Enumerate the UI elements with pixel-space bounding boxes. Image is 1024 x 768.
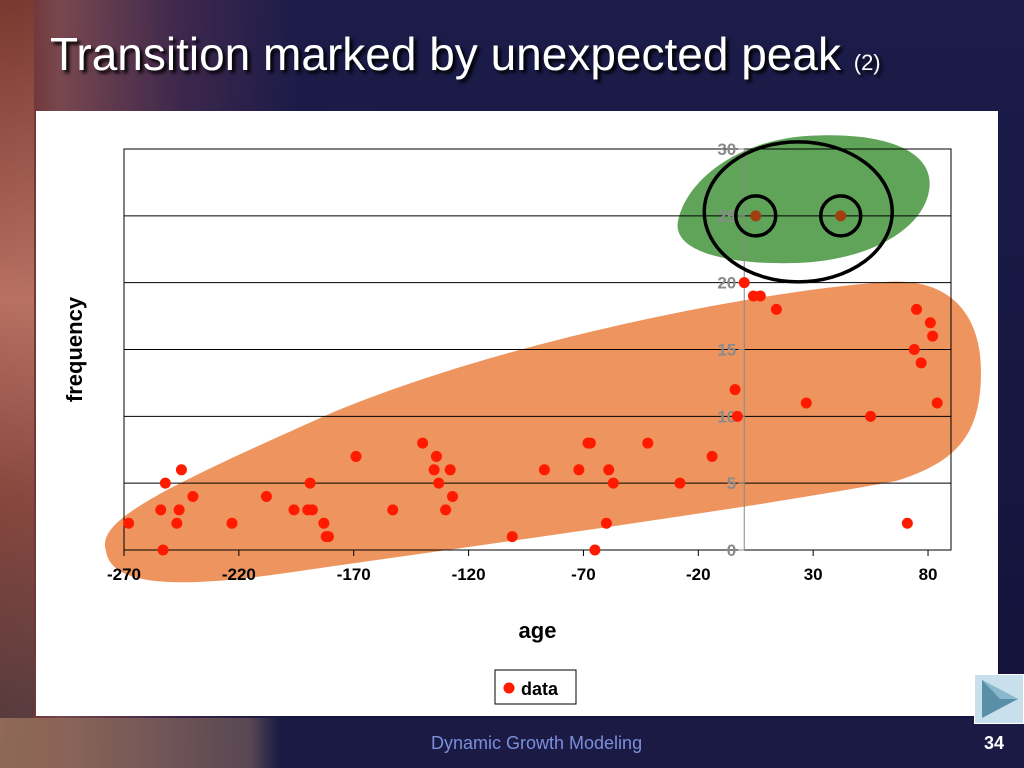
data-point-33	[603, 464, 615, 476]
data-point-26	[506, 531, 518, 543]
next-slide-arrow-icon[interactable]	[974, 674, 1024, 724]
x-tick-label-6: 30	[804, 565, 823, 584]
data-point-12	[304, 477, 316, 489]
x-tick-label-2: -170	[337, 565, 371, 584]
data-point-52	[931, 397, 943, 409]
data-point-46	[901, 517, 913, 529]
chart-axes: -270 -220 -170 -120 -70 -20 30 80 0 5 10 15 20 25 30	[107, 140, 938, 584]
data-point-30	[584, 437, 596, 449]
plot-area-border	[123, 148, 952, 551]
data-point-0	[123, 517, 135, 529]
data-point-8	[226, 517, 238, 529]
data-point-14	[318, 517, 330, 529]
orange-cluster-region	[104, 281, 982, 583]
data-point-6	[175, 464, 187, 476]
data-point-19	[417, 437, 429, 449]
data-point-18	[387, 504, 399, 516]
chart-panel: -270 -220 -170 -120 -70 -20 30 80 0 5 10 15 20 25 30 a…	[36, 111, 998, 716]
x-axis-label: age	[519, 618, 557, 643]
highlight-annotations	[702, 140, 894, 284]
data-point-25	[447, 491, 459, 503]
data-point-45	[865, 410, 877, 422]
data-point-40	[738, 277, 750, 289]
highlight-ring-0	[733, 194, 778, 238]
data-point-9	[260, 491, 272, 503]
data-point-27	[538, 464, 550, 476]
highlight-ellipse	[702, 140, 894, 284]
data-point-44	[800, 397, 812, 409]
slide-title-suffix: (2)	[853, 50, 881, 75]
data-point-51	[927, 330, 939, 342]
annotation-regions	[104, 135, 982, 583]
data-point-23	[440, 504, 452, 516]
data-point-37	[706, 450, 718, 462]
slide-title-main: Transition marked by unexpected peak	[50, 28, 841, 80]
data-point-34	[607, 477, 619, 489]
chart-points	[123, 277, 943, 556]
y-tick-label-2: 10	[717, 407, 736, 426]
data-point-13	[306, 504, 318, 516]
data-point-36	[674, 477, 686, 489]
data-point-24	[444, 464, 456, 476]
chart-labels: age frequency	[62, 296, 556, 643]
x-tick-label-0: -270	[107, 565, 141, 584]
y-tick-label-3: 15	[717, 341, 736, 360]
x-tick-label-3: -120	[452, 565, 486, 584]
highlighted-point-1	[835, 210, 847, 222]
data-point-48	[911, 303, 923, 315]
highlighted-point-0	[750, 210, 762, 222]
data-point-39	[731, 410, 743, 422]
page-number: 34	[984, 733, 1005, 753]
data-point-7	[187, 491, 199, 503]
data-point-49	[915, 357, 927, 369]
slide-title: Transition marked by unexpected peak (2)	[50, 24, 881, 93]
chart-legend: data	[494, 669, 577, 705]
data-point-2	[157, 544, 169, 556]
footer-band	[0, 718, 1024, 768]
data-point-32	[600, 517, 612, 529]
x-tick-label-7: 80	[919, 565, 938, 584]
data-point-42	[754, 290, 766, 302]
y-tick-label-5: 25	[717, 207, 736, 226]
legend-marker	[503, 682, 515, 694]
data-point-28	[573, 464, 585, 476]
data-point-22	[433, 477, 445, 489]
data-point-47	[908, 344, 920, 355]
data-point-1	[155, 504, 167, 516]
footer-title: Dynamic Growth Modeling	[431, 733, 643, 753]
y-tick-label-0: 0	[727, 541, 736, 560]
data-point-31	[589, 544, 601, 556]
data-point-35	[642, 437, 654, 449]
data-point-17	[350, 450, 362, 462]
data-point-43	[770, 303, 782, 315]
highlight-ring-1	[818, 194, 863, 238]
data-point-16	[322, 531, 334, 543]
data-point-4	[171, 517, 183, 529]
data-point-20	[428, 464, 440, 476]
data-point-3	[159, 477, 171, 489]
data-point-50	[924, 317, 936, 329]
data-point-38	[729, 384, 741, 396]
y-tick-label-6: 30	[717, 140, 736, 159]
x-tick-label-4: -70	[571, 565, 596, 584]
y-tick-label-1: 5	[727, 474, 736, 493]
legend-label: data	[521, 679, 559, 699]
background-photo-strip	[0, 0, 34, 768]
y-tick-label-4: 20	[717, 274, 736, 293]
data-point-21	[430, 450, 442, 462]
data-point-10	[288, 504, 300, 516]
scatter-chart: -270 -220 -170 -120 -70 -20 30 80 0 5 10 15 20 25 30 a…	[62, 135, 982, 705]
x-tick-label-5: -20	[686, 565, 711, 584]
data-point-5	[173, 504, 185, 516]
y-axis-label: frequency	[62, 296, 87, 402]
x-tick-label-1: -220	[222, 565, 256, 584]
